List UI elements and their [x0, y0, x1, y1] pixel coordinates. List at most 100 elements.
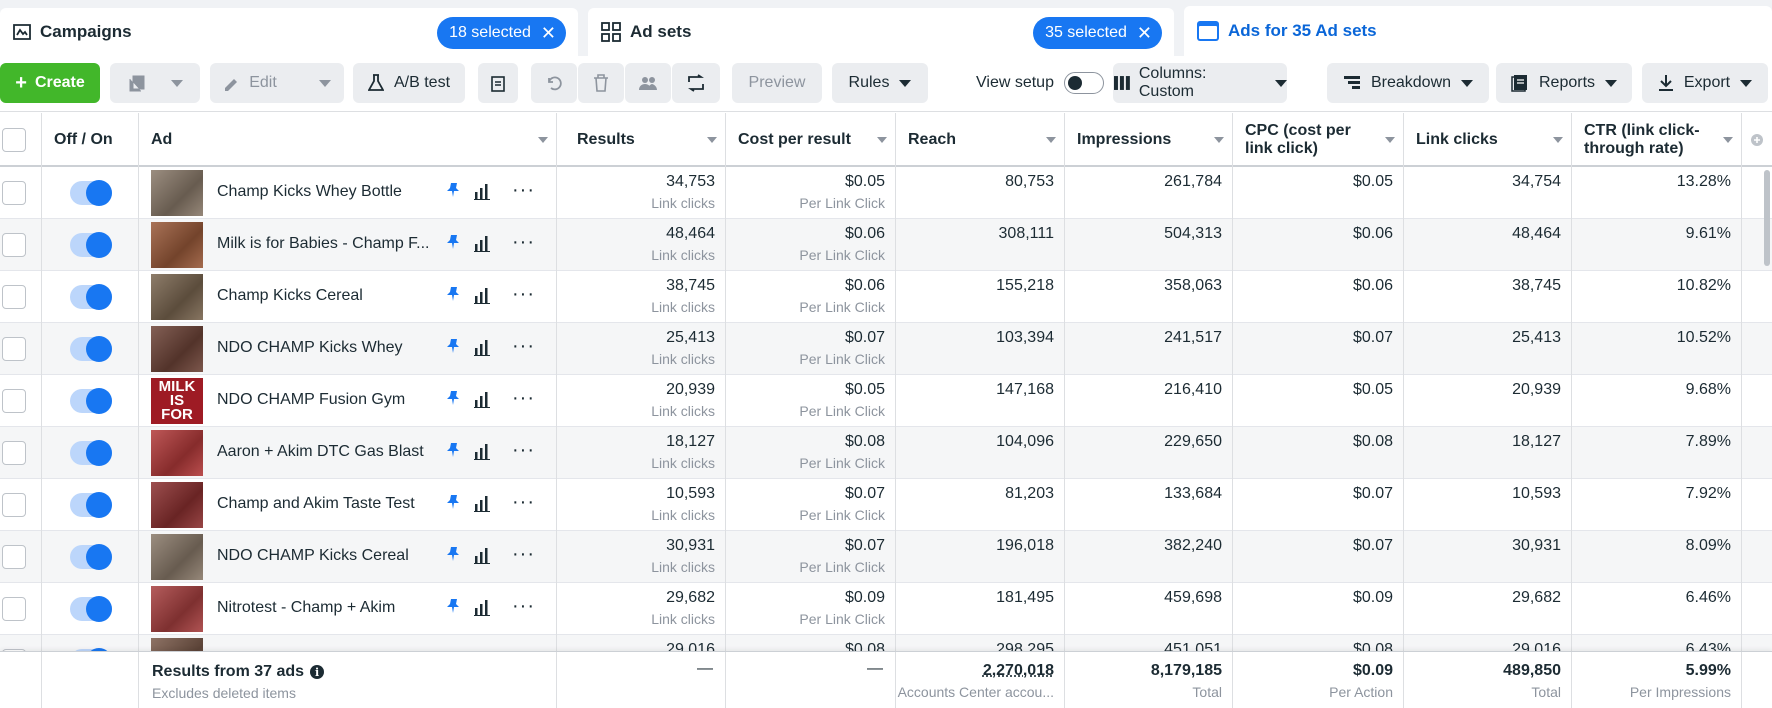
row-checkbox[interactable] [2, 181, 26, 205]
create-button[interactable]: + Create [0, 63, 100, 103]
ad-name-link[interactable]: Champ and Akim Taste Test [217, 495, 435, 513]
table-row[interactable]: Champ Kicks Whey Bottle ··· 34,753 Link c… [0, 167, 1772, 219]
preview-button[interactable]: Preview [732, 63, 822, 103]
ad-thumbnail[interactable] [151, 638, 203, 651]
col-link-clicks[interactable]: Link clicks [1404, 113, 1572, 167]
ad-status-toggle[interactable] [70, 285, 112, 309]
ad-status-toggle[interactable] [70, 337, 112, 361]
col-ad[interactable]: Ad [139, 113, 557, 167]
sort-icon[interactable] [1553, 137, 1563, 143]
pin-icon[interactable] [445, 546, 461, 562]
more-options-icon[interactable]: ··· [512, 231, 535, 254]
ad-thumbnail[interactable]: MILK IS FOR [151, 378, 203, 424]
row-checkbox[interactable] [2, 337, 26, 361]
col-impressions[interactable]: Impressions [1065, 113, 1233, 167]
table-row[interactable]: Champ and Akim Taste Test ··· 10,593 Link… [0, 479, 1772, 531]
select-all-checkbox[interactable] [2, 128, 26, 152]
ad-thumbnail[interactable] [151, 482, 203, 528]
pin-icon[interactable] [445, 338, 461, 354]
ad-thumbnail[interactable] [151, 534, 203, 580]
table-row[interactable]: NDO CHAMP Kicks Whey ··· 25,413 Link clic… [0, 323, 1772, 375]
view-charts-icon[interactable] [473, 286, 491, 304]
row-checkbox[interactable] [2, 493, 26, 517]
adsets-selected-badge[interactable]: 35 selected ✕ [1033, 17, 1162, 49]
view-charts-icon[interactable] [473, 338, 491, 356]
duplicate-button[interactable] [110, 63, 200, 103]
clear-selection-icon[interactable]: ✕ [1137, 24, 1152, 42]
rules-button[interactable]: Rules [832, 63, 928, 103]
clipboard-button[interactable] [478, 63, 518, 103]
undo-button[interactable] [531, 63, 577, 103]
ad-status-toggle[interactable] [70, 493, 112, 517]
ad-status-toggle[interactable] [70, 389, 112, 413]
col-results[interactable]: Results [557, 113, 726, 167]
edit-button[interactable]: Edit [210, 63, 344, 103]
ad-name-link[interactable]: NDO CHAMP Kicks Cereal [217, 547, 435, 565]
row-checkbox[interactable] [2, 545, 26, 569]
view-charts-icon[interactable] [473, 494, 491, 512]
ad-thumbnail[interactable] [151, 222, 203, 268]
table-row[interactable]: ··· 29,016 $0.08 298,295 451,051 $0.08 2… [0, 635, 1772, 651]
table-row[interactable]: Aaron + Akim DTC Gas Blast ··· 18,127 Lin… [0, 427, 1772, 479]
sort-icon[interactable] [538, 137, 548, 143]
pin-icon[interactable] [445, 494, 461, 510]
table-row[interactable]: Nitrotest - Champ + Akim ··· 29,682 Link … [0, 583, 1772, 635]
ad-thumbnail[interactable] [151, 274, 203, 320]
breakdown-button[interactable]: Breakdown [1327, 63, 1489, 103]
more-options-icon[interactable]: ··· [512, 283, 535, 306]
ad-name-link[interactable]: Champ Kicks Whey Bottle [217, 183, 435, 201]
export-button[interactable]: Export [1642, 63, 1768, 103]
ad-status-toggle[interactable] [70, 441, 112, 465]
delete-button[interactable] [578, 63, 624, 103]
ad-status-toggle[interactable] [70, 597, 112, 621]
clear-selection-icon[interactable]: ✕ [541, 24, 556, 42]
tab-ads[interactable]: Ads for 35 Ad sets [1184, 6, 1772, 56]
more-options-icon[interactable]: ··· [512, 387, 535, 410]
ad-name-link[interactable]: Champ Kicks Cereal [217, 287, 435, 305]
pin-icon[interactable] [445, 442, 461, 458]
ad-status-toggle[interactable] [70, 233, 112, 257]
tab-campaigns[interactable]: Campaigns 18 selected ✕ [0, 8, 578, 56]
share-button[interactable] [672, 63, 720, 103]
sort-icon[interactable] [877, 137, 887, 143]
more-options-icon[interactable]: ··· [512, 491, 535, 514]
sort-icon[interactable] [1046, 137, 1056, 143]
audience-button[interactable] [625, 63, 671, 103]
view-setup-toggle[interactable] [1064, 72, 1104, 94]
ad-thumbnail[interactable] [151, 326, 203, 372]
ad-thumbnail[interactable] [151, 586, 203, 632]
ad-name-link[interactable]: NDO CHAMP Fusion Gym [217, 391, 435, 409]
ad-name-link[interactable]: Milk is for Babies - Champ F... [217, 235, 435, 253]
vertical-scrollbar[interactable] [1764, 170, 1770, 266]
view-charts-icon[interactable] [473, 442, 491, 460]
view-charts-icon[interactable] [473, 546, 491, 564]
col-offon[interactable]: Off / On [42, 113, 139, 167]
ad-name-link[interactable]: Nitrotest - Champ + Akim [217, 599, 435, 617]
table-row[interactable]: MILK IS FOR NDO CHAMP Fusion Gym ··· 20,… [0, 375, 1772, 427]
view-charts-icon[interactable] [473, 390, 491, 408]
ad-thumbnail[interactable] [151, 170, 203, 216]
ad-status-toggle[interactable] [70, 545, 112, 569]
table-row[interactable]: Milk is for Babies - Champ F... ··· 48,4… [0, 219, 1772, 271]
col-ctr[interactable]: CTR (link click-through rate) [1572, 113, 1742, 167]
view-charts-icon[interactable] [473, 182, 491, 200]
sort-icon[interactable] [707, 137, 717, 143]
row-checkbox[interactable] [2, 233, 26, 257]
row-checkbox[interactable] [2, 285, 26, 309]
pin-icon[interactable] [445, 234, 461, 250]
ad-status-toggle[interactable] [70, 181, 112, 205]
columns-button[interactable]: Columns: Custom [1113, 63, 1287, 103]
row-checkbox[interactable] [2, 597, 26, 621]
sort-icon[interactable] [1723, 137, 1733, 143]
table-row[interactable]: NDO CHAMP Kicks Cereal ··· 30,931 Link cl… [0, 531, 1772, 583]
ab-test-button[interactable]: A/B test [353, 63, 465, 103]
table-row[interactable]: Champ Kicks Cereal ··· 38,745 Link clicks… [0, 271, 1772, 323]
col-cpc[interactable]: CPC (cost per link click) [1233, 113, 1404, 167]
reports-button[interactable]: Reports [1496, 63, 1632, 103]
add-column-icon[interactable] [1750, 133, 1764, 147]
col-reach[interactable]: Reach [896, 113, 1065, 167]
more-options-icon[interactable]: ··· [512, 335, 535, 358]
sort-icon[interactable] [1385, 137, 1395, 143]
pin-icon[interactable] [445, 598, 461, 614]
ad-name-link[interactable]: NDO CHAMP Kicks Whey [217, 339, 435, 357]
